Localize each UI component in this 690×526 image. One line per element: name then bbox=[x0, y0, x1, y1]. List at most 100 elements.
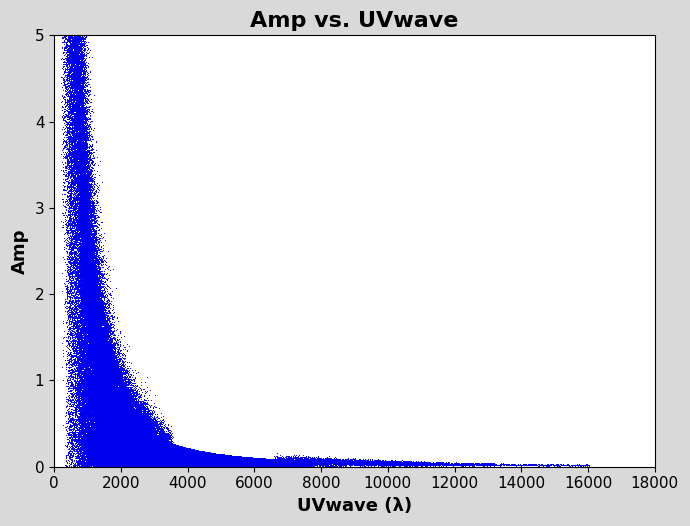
Point bbox=[126, 405, 137, 413]
Point bbox=[112, 424, 123, 432]
Point bbox=[78, 168, 89, 176]
Point bbox=[352, 458, 363, 467]
Point bbox=[144, 445, 155, 453]
Point bbox=[79, 78, 90, 86]
Point bbox=[212, 454, 223, 462]
Point bbox=[111, 381, 122, 390]
Point bbox=[65, 14, 76, 23]
Point bbox=[66, 76, 77, 84]
Point bbox=[84, 450, 95, 458]
Point bbox=[135, 428, 146, 437]
Point bbox=[89, 227, 100, 236]
Point bbox=[84, 249, 95, 257]
Point bbox=[136, 457, 147, 466]
Point bbox=[109, 387, 120, 396]
Point bbox=[272, 454, 283, 462]
Point bbox=[73, 151, 84, 160]
Point bbox=[95, 353, 106, 361]
Point bbox=[83, 270, 95, 278]
Point bbox=[126, 434, 137, 442]
Point bbox=[239, 457, 250, 465]
Point bbox=[83, 250, 94, 259]
Point bbox=[377, 459, 388, 467]
Point bbox=[99, 288, 110, 296]
Point bbox=[141, 440, 152, 448]
Point bbox=[127, 421, 138, 430]
Point bbox=[227, 459, 238, 467]
Point bbox=[218, 451, 229, 460]
Point bbox=[64, 249, 75, 257]
Point bbox=[79, 448, 90, 457]
Point bbox=[92, 416, 104, 424]
Point bbox=[113, 412, 124, 420]
Point bbox=[77, 432, 88, 440]
Point bbox=[88, 269, 99, 277]
Point bbox=[154, 448, 165, 456]
Point bbox=[99, 372, 110, 380]
Point bbox=[125, 429, 136, 438]
Point bbox=[101, 352, 112, 360]
Point bbox=[92, 363, 104, 371]
Point bbox=[201, 456, 213, 464]
Point bbox=[81, 316, 92, 325]
Point bbox=[77, 395, 88, 403]
Point bbox=[93, 424, 104, 432]
Point bbox=[201, 454, 213, 463]
Point bbox=[74, 214, 85, 222]
Point bbox=[163, 451, 174, 459]
Point bbox=[131, 440, 142, 448]
Point bbox=[170, 444, 181, 453]
Point bbox=[96, 462, 107, 470]
Point bbox=[155, 456, 166, 464]
Point bbox=[377, 458, 388, 467]
Point bbox=[185, 453, 196, 461]
Point bbox=[187, 460, 198, 468]
Point bbox=[199, 452, 210, 461]
Point bbox=[73, 123, 84, 132]
Point bbox=[74, 32, 85, 41]
Point bbox=[361, 459, 372, 468]
Point bbox=[204, 456, 215, 464]
Point bbox=[103, 386, 114, 394]
Point bbox=[101, 362, 112, 371]
Point bbox=[104, 377, 115, 386]
Point bbox=[209, 452, 220, 460]
Point bbox=[251, 460, 262, 469]
Point bbox=[118, 447, 129, 455]
Point bbox=[266, 457, 277, 465]
Point bbox=[109, 396, 120, 404]
Point bbox=[328, 457, 339, 466]
Point bbox=[106, 378, 117, 387]
Point bbox=[76, 242, 87, 250]
Point bbox=[288, 457, 299, 465]
Point bbox=[226, 462, 237, 470]
Point bbox=[93, 362, 104, 370]
Point bbox=[127, 407, 138, 416]
Point bbox=[66, 121, 77, 129]
Point bbox=[81, 229, 92, 237]
Point bbox=[101, 325, 112, 333]
Point bbox=[121, 452, 132, 460]
Point bbox=[106, 462, 117, 471]
Point bbox=[217, 456, 228, 464]
Point bbox=[99, 371, 110, 379]
Point bbox=[75, 286, 86, 295]
Point bbox=[137, 422, 148, 431]
Point bbox=[162, 450, 173, 459]
Point bbox=[110, 390, 121, 398]
Point bbox=[104, 392, 115, 401]
Point bbox=[195, 452, 206, 460]
Point bbox=[228, 456, 239, 464]
Point bbox=[63, 14, 74, 23]
Point bbox=[313, 454, 324, 463]
Point bbox=[67, 245, 78, 253]
Point bbox=[121, 419, 132, 428]
Point bbox=[121, 402, 132, 410]
Point bbox=[96, 438, 107, 446]
Point bbox=[317, 456, 328, 464]
Point bbox=[97, 328, 108, 337]
Point bbox=[79, 391, 90, 400]
Point bbox=[72, 101, 83, 109]
Point bbox=[99, 378, 110, 386]
Point bbox=[77, 422, 88, 431]
